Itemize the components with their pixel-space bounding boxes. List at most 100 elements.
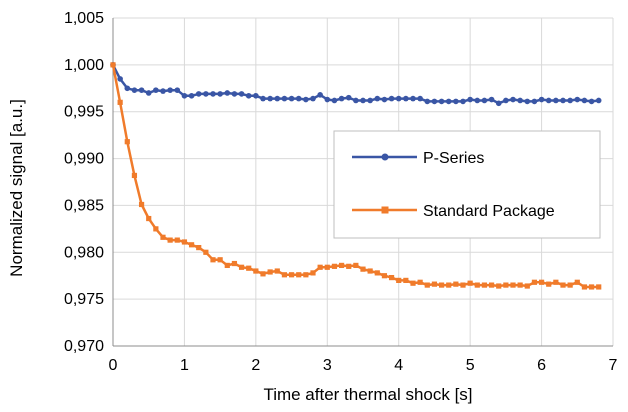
x-tick-label: 6: [537, 357, 546, 374]
data-point: [474, 97, 481, 104]
data-point: [546, 281, 552, 287]
data-point: [274, 268, 280, 274]
data-point: [467, 96, 473, 103]
data-point: [481, 282, 488, 288]
data-point: [281, 272, 288, 278]
data-point: [553, 279, 559, 285]
data-point: [281, 95, 288, 102]
data-point: [524, 283, 530, 289]
data-point: [510, 96, 516, 103]
data-point: [224, 90, 231, 96]
plot-axes: [112, 18, 613, 347]
x-tick-label: 7: [609, 357, 618, 374]
data-point: [446, 282, 452, 288]
data-point: [581, 97, 588, 104]
data-point: [210, 257, 216, 263]
data-point: [310, 95, 316, 102]
data-point: [488, 282, 495, 288]
data-point: [445, 98, 452, 105]
data-point: [474, 282, 480, 288]
data-point: [431, 281, 438, 287]
data-point: [460, 282, 466, 288]
y-axis-label: Normalized signal [a.u.]: [7, 99, 26, 277]
data-point: [288, 95, 295, 102]
data-point: [231, 91, 238, 97]
data-point: [346, 263, 352, 269]
data-point: [195, 91, 202, 97]
data-point: [167, 237, 173, 243]
data-point: [538, 279, 545, 285]
data-point: [188, 92, 195, 99]
y-tick-label: 0,970: [64, 338, 104, 355]
data-point: [124, 139, 130, 145]
data-point: [188, 242, 195, 248]
data-point: [488, 96, 495, 103]
data-point: [395, 95, 402, 102]
data-point: [324, 96, 331, 103]
x-tick-label: 1: [180, 357, 189, 374]
x-tick-label: 5: [466, 357, 475, 374]
data-point: [231, 260, 238, 267]
data-point: [317, 264, 323, 270]
data-point: [410, 95, 416, 102]
data-point: [138, 87, 145, 93]
data-point: [196, 245, 202, 251]
series-p-series: [110, 62, 602, 107]
data-point: [267, 95, 273, 102]
data-point: [545, 97, 552, 104]
x-axis-label: Time after thermal shock [s]: [263, 385, 472, 404]
legend-label-standard-package: Standard Package: [423, 203, 555, 220]
data-point: [338, 262, 345, 269]
data-point: [360, 97, 366, 104]
legend-box: [333, 130, 601, 239]
y-tick-label: 0,980: [64, 244, 104, 261]
series-layer: [110, 62, 602, 290]
data-point: [224, 262, 230, 269]
legend-entry-p-series: P-Series: [352, 150, 484, 167]
data-point: [417, 279, 423, 285]
data-point: [246, 265, 252, 271]
data-point: [160, 88, 166, 94]
y-tick-label: 1,005: [64, 10, 104, 27]
data-point: [503, 282, 509, 288]
data-point: [596, 284, 602, 290]
legend-label-p-series: P-Series: [423, 150, 484, 167]
data-point: [481, 97, 488, 104]
data-point: [353, 97, 359, 104]
data-point: [438, 98, 445, 105]
data-point: [110, 62, 116, 68]
data-point: [374, 270, 380, 276]
data-point: [167, 87, 173, 93]
data-point: [424, 98, 431, 105]
data-point: [131, 172, 138, 179]
data-point: [117, 76, 123, 82]
data-point: [410, 280, 416, 286]
data-point: [253, 92, 259, 99]
data-point: [310, 270, 316, 276]
data-point: [124, 85, 131, 92]
data-point: [203, 249, 209, 255]
data-point: [253, 268, 259, 274]
data-point: [453, 281, 459, 287]
data-point: [460, 98, 466, 105]
data-point: [174, 87, 181, 93]
y-tick-label: 0,995: [64, 104, 104, 121]
data-point: [538, 96, 545, 103]
y-tick-label: 1,000: [64, 57, 104, 74]
data-point: [138, 201, 145, 208]
data-point: [153, 226, 159, 232]
data-point: [531, 98, 538, 105]
data-point: [517, 282, 523, 288]
data-point: [595, 97, 602, 104]
legend-marker-p-series: [381, 153, 389, 161]
data-point: [388, 95, 395, 102]
data-point: [588, 284, 595, 290]
data-point: [238, 264, 245, 270]
data-point: [574, 279, 580, 285]
data-point: [260, 271, 266, 277]
data-point: [567, 97, 573, 104]
y-tick-label: 0,985: [64, 197, 104, 214]
data-point: [381, 273, 388, 279]
data-point: [567, 282, 573, 288]
data-point: [560, 97, 566, 104]
